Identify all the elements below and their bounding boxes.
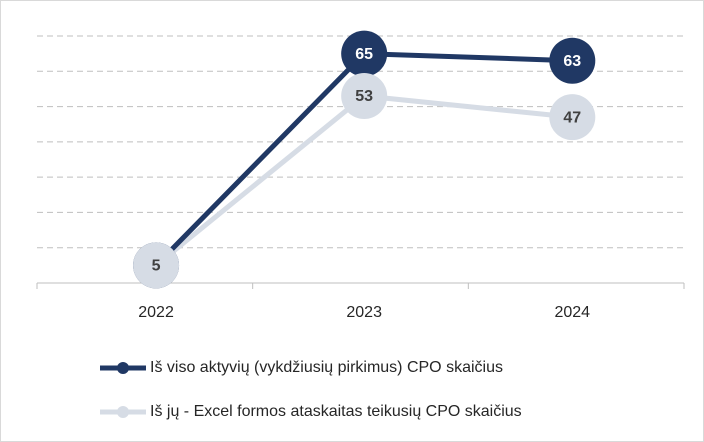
legend-marker [117, 406, 129, 418]
point [341, 72, 388, 119]
point [549, 94, 596, 141]
data-label: 5 [152, 258, 161, 275]
legend-marker [117, 362, 129, 374]
x-tick-label: 2023 [346, 304, 382, 321]
data-label: 53 [355, 88, 373, 105]
point [133, 242, 180, 289]
data-label: 65 [355, 46, 373, 63]
point [341, 30, 388, 77]
data-label: 63 [563, 53, 581, 70]
x-tick-label: 2022 [138, 304, 174, 321]
data-label: 47 [563, 109, 581, 126]
legend-label: Iš jų - Excel formos ataskaitas teikusių… [150, 403, 522, 420]
point [549, 37, 596, 84]
legend-label: Iš viso aktyvių (vykdžiusių pirkimus) CP… [150, 359, 503, 376]
x-tick-label: 2024 [554, 304, 590, 321]
